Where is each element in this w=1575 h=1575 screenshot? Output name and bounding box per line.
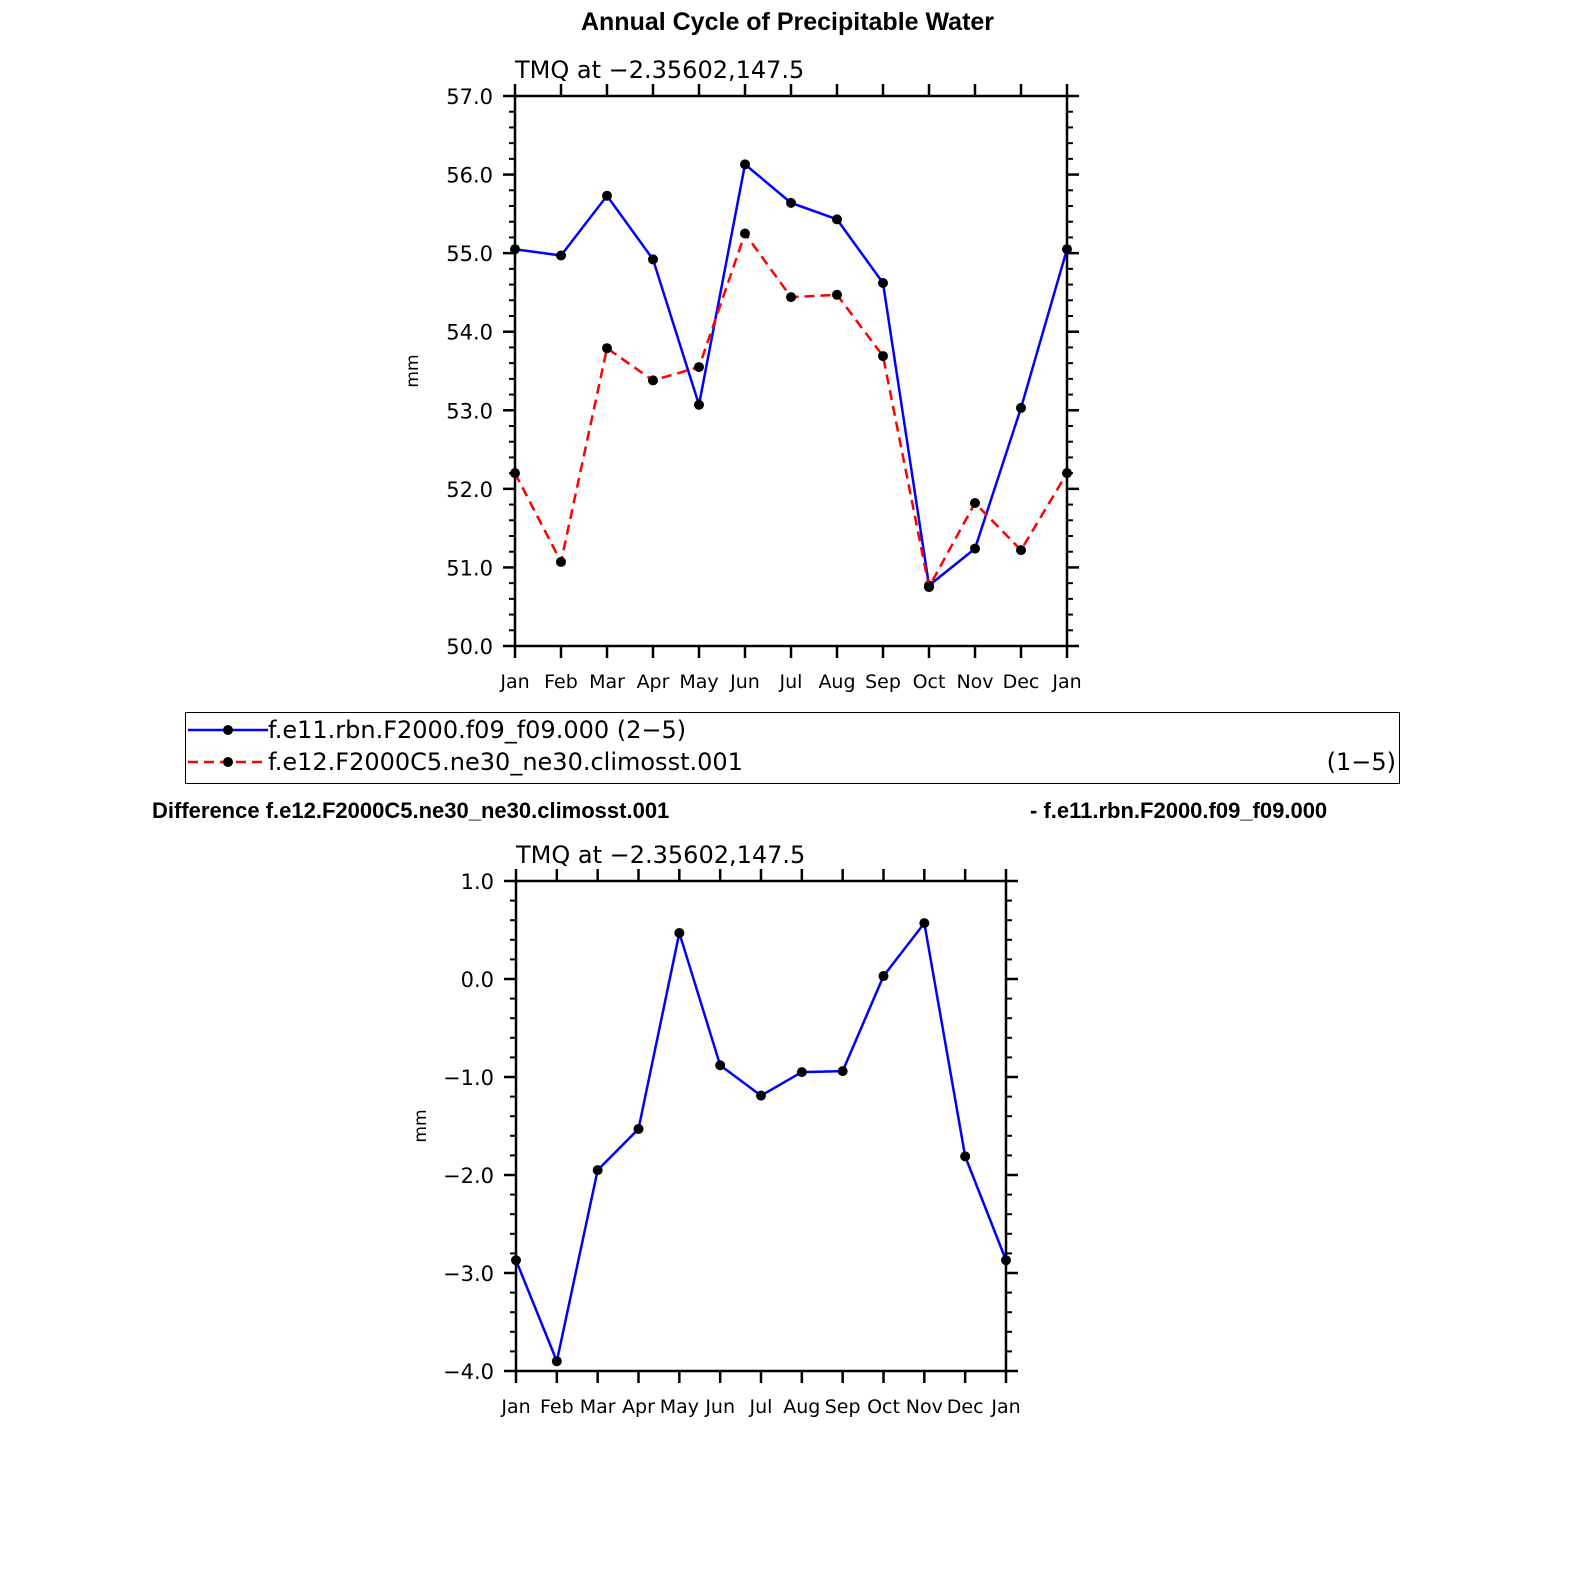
plot-frame — [514, 879, 1008, 1373]
precipitable-water-chart: Jan Feb Mar Apr May Jun Jul Aug Sep Oct Nov Dec Jan 5… — [403, 56, 1082, 693]
data-point — [878, 351, 888, 362]
x-tick-label: Feb — [544, 671, 578, 693]
data-point — [1016, 545, 1026, 556]
y-tick-label: 53.0 — [446, 399, 493, 423]
difference-title-left: Difference f.e12.F2000C5.ne30_ne30.climo… — [152, 798, 670, 823]
chart-title: Annual Cycle of Precipitable Water — [580, 8, 995, 36]
data-point — [694, 362, 704, 373]
y-tick-label: −1.0 — [443, 1066, 494, 1090]
data-point — [592, 1165, 603, 1176]
y-tick-label: 1.0 — [461, 870, 494, 894]
data-point — [1001, 1255, 1011, 1266]
x-tick-label: Apr — [637, 671, 670, 693]
legend-label-1: f.e11.rbn.F2000.f09_f09.000 (2−5) — [268, 716, 686, 744]
y-tick-label: 55.0 — [446, 242, 493, 266]
x-tick-label: Aug — [818, 671, 855, 693]
y-tick-label: −4.0 — [443, 1360, 494, 1384]
y-tick-label: −3.0 — [443, 1262, 494, 1286]
data-point — [878, 278, 888, 288]
x-tick-label: Jul — [779, 671, 803, 693]
data-point — [602, 343, 612, 354]
data-point — [970, 498, 980, 508]
x-tick-label: Jan — [990, 1396, 1020, 1418]
x-tick-label: Oct — [867, 1396, 900, 1418]
y-tick-label: 54.0 — [446, 321, 493, 345]
x-tick-label: Jan — [1051, 671, 1081, 693]
data-point — [786, 292, 796, 303]
data-point — [832, 214, 842, 225]
legend — [185, 712, 1400, 784]
x-tick-label: Aug — [783, 1396, 820, 1418]
data-point — [510, 244, 520, 255]
data-point — [756, 1090, 766, 1101]
data-point — [674, 927, 685, 938]
data-point — [648, 254, 658, 265]
x-tick-label: Mar — [589, 671, 625, 693]
x-tick-label: Jan — [499, 671, 529, 693]
y-tick-label: 50.0 — [446, 635, 493, 659]
data-point — [551, 1356, 562, 1367]
data-point — [970, 543, 980, 554]
x-tick-label: Jun — [704, 1396, 735, 1418]
y-tick-label: 57.0 — [446, 85, 493, 109]
data-point — [633, 1123, 644, 1134]
legend-label-2-suffix: (1−5) — [1327, 748, 1396, 776]
x-tick-label: Nov — [956, 671, 993, 693]
data-point — [602, 190, 612, 201]
x-tick-label: Mar — [580, 1396, 616, 1418]
x-tick-label: Feb — [540, 1396, 574, 1418]
legend-marker-1 — [223, 725, 233, 735]
data-point — [715, 1060, 726, 1071]
y-tick-label: 56.0 — [446, 164, 493, 188]
data-point — [648, 375, 658, 386]
x-tick-label: Sep — [825, 1396, 861, 1418]
series-line-1 — [514, 920, 1008, 1366]
difference-title-right: - f.e11.rbn.F2000.f09_f09.000 — [1030, 798, 1328, 823]
y-tick-label: 52.0 — [446, 478, 493, 502]
data-point — [740, 228, 750, 239]
data-point — [694, 399, 704, 410]
x-tick-label: Jan — [500, 1396, 530, 1418]
data-point — [832, 289, 842, 300]
x-tick-label: Sep — [865, 671, 901, 693]
y-tick-label: −2.0 — [443, 1164, 494, 1188]
data-point — [740, 159, 750, 170]
data-point — [1062, 244, 1072, 255]
y-axis-label: mm — [411, 1109, 431, 1142]
x-tick-label: Dec — [947, 1396, 984, 1418]
chart-subtitle: TMQ at −2.35602,147.5 — [515, 841, 805, 869]
x-tick-label: Dec — [1003, 671, 1040, 693]
x-tick-label: May — [679, 671, 718, 693]
chart-subtitle: TMQ at −2.35602,147.5 — [514, 56, 804, 84]
data-point — [960, 1151, 971, 1162]
x-tick-label: Oct — [913, 671, 946, 693]
data-point — [796, 1067, 807, 1078]
data-point — [556, 556, 566, 567]
data-point — [1062, 468, 1072, 479]
data-point — [556, 250, 566, 261]
legend-marker-2 — [223, 757, 233, 767]
data-point — [837, 1066, 848, 1077]
data-point — [878, 971, 889, 982]
data-point — [786, 197, 796, 208]
x-tick-label: Jul — [749, 1396, 773, 1418]
x-tick-label: May — [660, 1396, 699, 1418]
legend-symbols: f.e11.rbn.F2000.f09_f09.000 (2−5) f.e12.F… — [188, 716, 1396, 776]
data-point — [919, 918, 930, 929]
y-axis-label: mm — [403, 354, 423, 387]
data-point — [510, 468, 520, 479]
y-tick-label: 51.0 — [446, 556, 493, 580]
data-point — [924, 582, 934, 593]
legend-label-2: f.e12.F2000C5.ne30_ne30.climosst.001 — [268, 748, 743, 776]
x-tick-label: Apr — [622, 1396, 655, 1418]
x-tick-label: Jun — [729, 671, 760, 693]
data-point — [511, 1255, 521, 1266]
data-point — [1016, 402, 1026, 413]
x-tick-label: Nov — [906, 1396, 943, 1418]
y-tick-label: 0.0 — [461, 968, 494, 992]
